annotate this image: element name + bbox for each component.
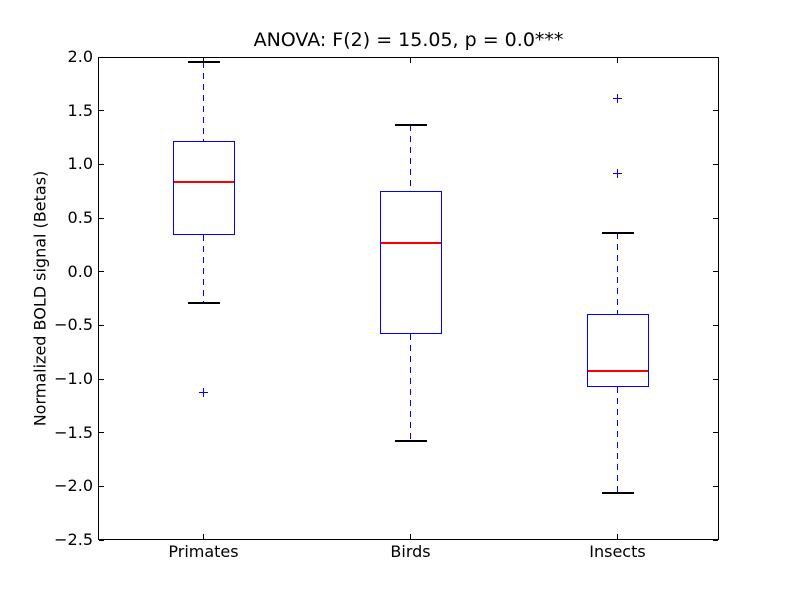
y-tick-right bbox=[713, 271, 718, 273]
lower-whisker-cap bbox=[601, 491, 634, 494]
y-tick-left bbox=[99, 432, 104, 434]
lower-whisker-cap bbox=[187, 301, 220, 304]
y-tick-label: −2.5 bbox=[54, 530, 93, 549]
y-tick-left bbox=[99, 56, 104, 58]
y-tick-left bbox=[99, 324, 104, 326]
y-tick-label: −1.5 bbox=[54, 422, 93, 442]
x-tick-bottom bbox=[617, 534, 618, 539]
y-tick-left bbox=[99, 378, 104, 380]
y-tick-right bbox=[713, 432, 718, 434]
iqr-box bbox=[379, 191, 442, 334]
upper-whisker bbox=[203, 62, 204, 141]
upper-whisker-cap bbox=[187, 61, 220, 64]
y-tick-label: 2.0 bbox=[67, 47, 93, 66]
lower-whisker bbox=[410, 333, 411, 442]
y-tick-label: −0.5 bbox=[54, 315, 93, 335]
y-axis-label: Normalized BOLD signal (Betas) bbox=[30, 170, 50, 427]
median-line bbox=[173, 180, 234, 183]
y-tick-right bbox=[713, 378, 718, 380]
y-tick-label: 1.0 bbox=[67, 154, 93, 174]
lower-whisker bbox=[203, 235, 204, 303]
outlier-marker bbox=[199, 388, 208, 398]
lower-whisker bbox=[617, 386, 618, 493]
y-tick-right bbox=[713, 539, 718, 541]
y-tick-right bbox=[713, 217, 718, 219]
upper-whisker bbox=[617, 233, 618, 314]
y-tick-right bbox=[713, 324, 718, 326]
y-tick-label: −2.0 bbox=[54, 476, 93, 496]
y-tick-left bbox=[99, 485, 104, 487]
y-tick-label: 0.5 bbox=[67, 208, 93, 227]
y-tick-label: 0.0 bbox=[67, 261, 93, 281]
y-tick-label: −1.0 bbox=[54, 369, 93, 388]
upper-whisker-cap bbox=[394, 123, 427, 126]
chart-title: ANOVA: F(2) = 15.05, p = 0.0*** bbox=[253, 29, 564, 51]
y-tick-right bbox=[713, 110, 718, 112]
iqr-box bbox=[172, 140, 235, 236]
plot-area bbox=[98, 57, 719, 540]
y-tick-right bbox=[713, 485, 718, 487]
y-tick-label: 1.5 bbox=[67, 100, 93, 120]
upper-whisker-cap bbox=[601, 232, 634, 235]
y-tick-left bbox=[99, 271, 104, 273]
x-tick-label: Birds bbox=[390, 542, 431, 561]
x-tick-bottom bbox=[410, 534, 411, 539]
outlier-marker bbox=[613, 94, 622, 104]
y-tick-right bbox=[713, 163, 718, 165]
median-line bbox=[380, 241, 441, 244]
x-tick-top bbox=[410, 58, 411, 63]
x-tick-bottom bbox=[203, 534, 204, 539]
y-tick-left bbox=[99, 217, 104, 219]
y-tick-left bbox=[99, 163, 104, 165]
median-line bbox=[587, 370, 648, 373]
lower-whisker-cap bbox=[394, 440, 427, 443]
x-tick-label: Primates bbox=[168, 542, 239, 561]
x-tick-top bbox=[203, 58, 204, 63]
upper-whisker bbox=[410, 124, 411, 192]
outlier-marker bbox=[613, 169, 622, 179]
y-tick-left bbox=[99, 110, 104, 112]
y-tick-left bbox=[99, 539, 104, 541]
x-tick-top bbox=[617, 58, 618, 63]
y-tick-right bbox=[713, 56, 718, 58]
iqr-box bbox=[586, 313, 649, 387]
x-tick-label: Insects bbox=[589, 542, 646, 561]
